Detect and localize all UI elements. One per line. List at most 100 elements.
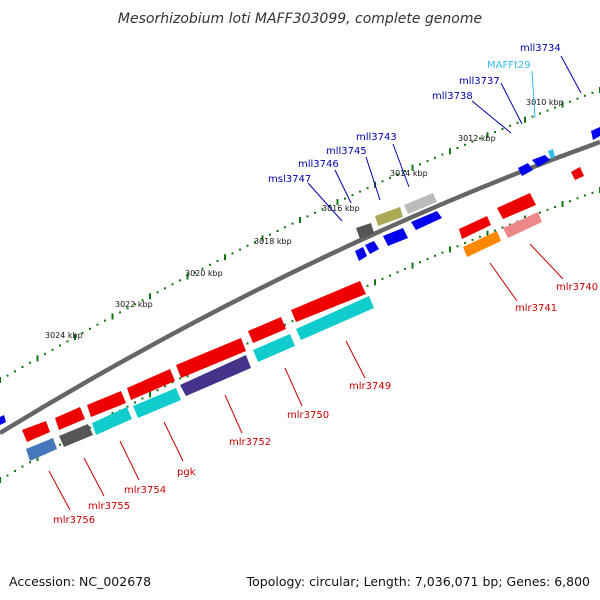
inner-tick	[246, 342, 249, 345]
gene-mlr3754-red[interactable]	[87, 391, 126, 417]
gene-mlr3749-cyan[interactable]	[296, 296, 374, 340]
gene-mlr3740-pink[interactable]	[503, 212, 542, 238]
outer-tick	[201, 267, 204, 270]
outer-tick	[321, 208, 324, 211]
inner-tick	[134, 401, 136, 404]
outer-tick	[89, 327, 91, 330]
inner-tick	[419, 261, 421, 264]
label-mlr3752[interactable]: mlr3752	[229, 437, 271, 448]
gene-msl3747-b[interactable]	[355, 247, 367, 261]
scale-label-3022: 3022 kbp	[115, 300, 153, 309]
label-mll3743[interactable]: mll3743	[356, 132, 397, 143]
gene-mll3738[interactable]	[518, 163, 533, 176]
gene-maff-t29[interactable]	[548, 149, 555, 159]
label-pgk[interactable]: pgk	[177, 467, 196, 478]
outer-tick	[509, 124, 511, 127]
gene-mll3745[interactable]	[375, 207, 403, 226]
gene-mlr3756-blue[interactable]	[26, 438, 57, 461]
outer-tick	[276, 230, 279, 232]
label-mlr3754[interactable]: mlr3754	[124, 485, 166, 496]
gene-mlr3755-gray[interactable]	[59, 424, 93, 447]
outer-tick	[59, 344, 61, 347]
outer-tick	[389, 176, 391, 179]
label-mlr3756[interactable]: mlr3756	[53, 515, 95, 526]
outer-tick	[171, 283, 174, 286]
gene-mlr3750-red[interactable]	[248, 317, 286, 343]
gene-mll3745-lower[interactable]	[383, 228, 408, 246]
forward-leader-lines	[307, 55, 582, 222]
gene-mlr3755-red[interactable]	[55, 407, 85, 430]
inner-tick	[171, 381, 174, 384]
inner-tick	[411, 262, 414, 269]
inner-tick	[539, 211, 541, 214]
outer-tick	[486, 132, 489, 139]
gene-mlr3756-red[interactable]	[22, 421, 50, 442]
gene-mlr3752-purple[interactable]	[180, 355, 251, 396]
outer-tick	[36, 355, 39, 362]
label-mll3745[interactable]: mll3745	[326, 146, 367, 157]
gene-mll3737[interactable]	[532, 155, 550, 167]
gene-mlr3754-cyan[interactable]	[92, 407, 132, 435]
scale-label-3024: 3024 kbp	[45, 331, 83, 340]
inner-tick	[404, 267, 406, 270]
label-mlr3741[interactable]: mlr3741	[515, 303, 557, 314]
outer-tick	[344, 197, 346, 200]
outer-tick	[336, 199, 339, 206]
leader-mll3746	[334, 169, 352, 204]
label-mlr3749[interactable]: mlr3749	[349, 381, 391, 392]
outer-tick	[381, 180, 384, 183]
leader-mlr3750	[284, 367, 303, 407]
gene-pgk-cyan[interactable]	[133, 388, 181, 418]
inner-tick	[479, 235, 481, 238]
label-mll3737[interactable]: mll3737	[459, 76, 500, 87]
scale-label-3016: 3016 kbp	[322, 204, 360, 213]
inner-tick	[141, 397, 144, 400]
gene-edge-left[interactable]	[0, 415, 6, 425]
inner-tick	[14, 470, 16, 472]
outer-tick	[209, 263, 211, 266]
outer-tick	[441, 153, 444, 156]
outer-tick	[531, 115, 534, 118]
outer-tick	[426, 160, 429, 163]
gene-pgk-red[interactable]	[127, 369, 175, 400]
outer-tick	[104, 319, 106, 322]
gene-mlr3752-red[interactable]	[176, 338, 246, 378]
gene-mlr3741-orange[interactable]	[463, 231, 501, 257]
inner-tick	[554, 205, 556, 208]
reverse-leader-lines	[48, 243, 564, 511]
outer-tick	[216, 260, 219, 262]
outer-tick	[351, 194, 354, 197]
gene-mlr3740-red[interactable]	[497, 193, 536, 219]
label-msl3747[interactable]: msl3747	[268, 174, 311, 185]
inner-tick	[381, 277, 384, 280]
outer-tick	[29, 361, 31, 364]
outer-tick	[554, 106, 556, 109]
outer-tick	[591, 91, 594, 94]
gene-mlr3749-red[interactable]	[291, 281, 366, 322]
gene-msl3747-a[interactable]	[365, 241, 379, 254]
outer-tick	[6, 374, 9, 377]
gene-mlr3750-cyan[interactable]	[253, 334, 295, 362]
outer-tick	[269, 233, 271, 236]
outer-tick	[546, 109, 549, 112]
gene-mlr3740-small[interactable]	[571, 167, 584, 180]
gene-mlr3741-red[interactable]	[459, 216, 491, 239]
outer-tick	[21, 366, 24, 368]
accession-text: Accession: NC_002678	[9, 574, 151, 589]
gene-mll3734[interactable]	[591, 127, 600, 140]
outer-tick	[329, 204, 331, 207]
label-mll3746[interactable]: mll3746	[298, 159, 339, 170]
gene-mll3746[interactable]	[356, 223, 374, 239]
label-mll3738[interactable]: mll3738	[432, 91, 473, 102]
label-mlr3740[interactable]: mlr3740	[556, 282, 598, 293]
label-mll3734[interactable]: mll3734	[520, 43, 561, 54]
label-mlr3755[interactable]: mlr3755	[88, 501, 130, 512]
scale-label-3014: 3014 kbp	[390, 169, 428, 178]
gene-mll3743-lower[interactable]	[411, 211, 442, 230]
label-mlr3750[interactable]: mlr3750	[287, 410, 329, 421]
leader-maff-t29	[531, 70, 536, 119]
gene-mll3743[interactable]	[404, 193, 437, 214]
label-maff-t29[interactable]: MAFFt29	[487, 60, 531, 71]
inner-tick	[6, 474, 9, 477]
outer-tick	[306, 215, 309, 218]
